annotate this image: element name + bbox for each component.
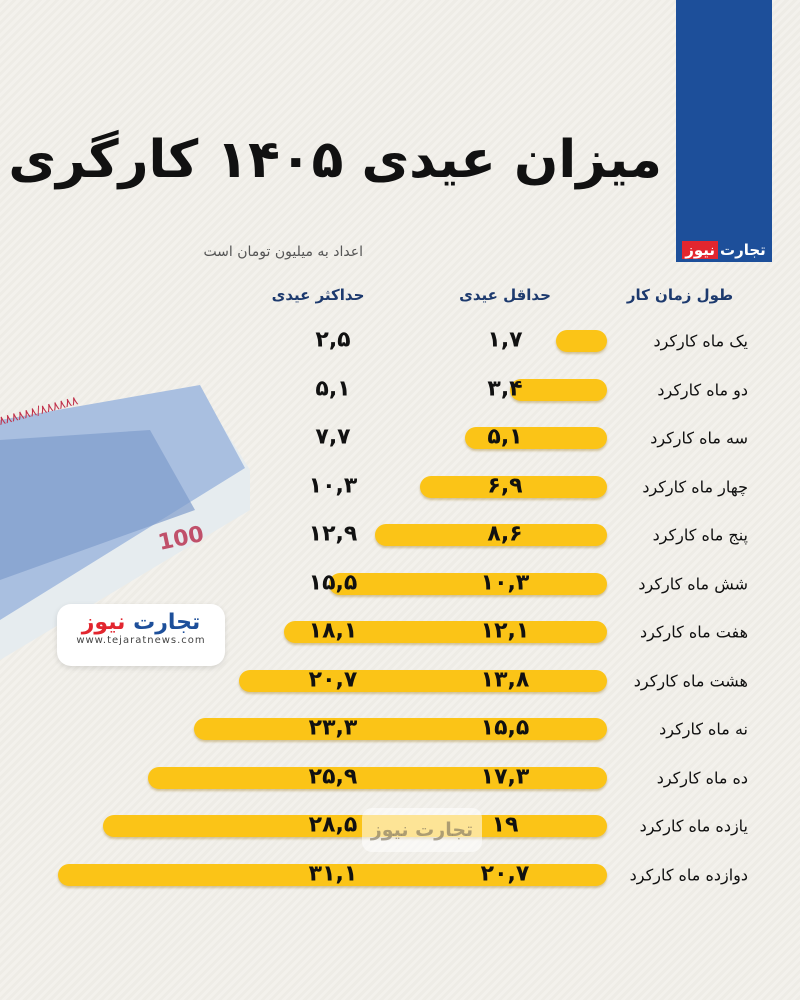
max-value: ۲۰,۷ bbox=[308, 666, 358, 692]
max-value: ۱۰,۳ bbox=[308, 472, 358, 498]
header-min: حداقل عیدی bbox=[459, 286, 551, 304]
brand-banner bbox=[676, 0, 772, 262]
bar bbox=[419, 475, 607, 498]
row-label: دوازده ماه کارکرد bbox=[629, 865, 748, 884]
max-value: ۱۸,۱ bbox=[308, 618, 358, 644]
banknote-stack-image: 100 ۸۸۸۸۸۸/۸۸۸۸۸۸ bbox=[0, 385, 250, 660]
row-label: چهار ماه کارکرد bbox=[642, 477, 748, 496]
brand-logo-card: تجارت نیوز www.tejaratnews.com bbox=[57, 604, 225, 666]
bar bbox=[465, 427, 607, 449]
brand-part1: تجارت bbox=[720, 241, 766, 259]
row-label: پنج ماه کارکرد bbox=[652, 525, 748, 545]
min-value: ۳,۴ bbox=[487, 375, 523, 401]
bar bbox=[193, 718, 607, 740]
min-value: ۱,۷ bbox=[487, 327, 523, 353]
bar bbox=[57, 863, 607, 886]
row-label: دو ماه کارکرد bbox=[657, 380, 748, 399]
max-value: ۲۳,۳ bbox=[308, 715, 358, 741]
logo-part2: نیوز bbox=[81, 610, 126, 635]
max-value: ۲۵,۹ bbox=[308, 763, 358, 789]
min-value: ۱۵,۵ bbox=[480, 715, 530, 741]
bar bbox=[329, 572, 607, 595]
page-title: میزان عیدی ۱۴۰۵ کارگری bbox=[8, 130, 663, 190]
bar bbox=[148, 766, 607, 789]
bar bbox=[238, 669, 607, 692]
header-duration: طول زمان کار bbox=[626, 286, 734, 304]
min-value: ۸,۶ bbox=[487, 521, 523, 547]
min-value: ۱۷,۳ bbox=[480, 763, 530, 789]
brand-logo: تجارت نیوز bbox=[676, 238, 772, 262]
min-value: ۶,۹ bbox=[487, 472, 523, 498]
min-value: ۱۲,۱ bbox=[480, 618, 530, 644]
min-value: ۵,۱ bbox=[487, 424, 523, 450]
min-value: ۱۹ bbox=[491, 812, 519, 838]
min-value: ۱۰,۳ bbox=[480, 569, 530, 595]
max-value: ۲,۵ bbox=[315, 327, 351, 353]
row-label: ده ماه کارکرد bbox=[656, 768, 748, 787]
bar bbox=[555, 330, 607, 352]
row-label: هشت ماه کارکرد bbox=[633, 671, 748, 690]
row-label: نه ماه کارکرد bbox=[659, 719, 748, 739]
min-value: ۲۰,۷ bbox=[480, 860, 530, 886]
max-value: ۱۵,۵ bbox=[308, 569, 358, 595]
row-label: شش ماه کارکرد bbox=[638, 574, 748, 593]
row-label: یازده ماه کارکرد bbox=[639, 816, 748, 836]
bar bbox=[510, 378, 607, 401]
bar bbox=[284, 621, 607, 643]
brand-part2: نیوز bbox=[682, 241, 718, 259]
max-value: ۳۱,۱ bbox=[308, 860, 358, 886]
watermark: تجارت نیوز bbox=[362, 808, 482, 852]
logo-part1: تجارت bbox=[133, 610, 201, 635]
row-label: سه ماه کارکرد bbox=[650, 428, 748, 448]
unit-note: اعداد به میلیون تومان است bbox=[203, 244, 363, 260]
brand-url: www.tejaratnews.com bbox=[76, 635, 206, 646]
max-value: ۲۸,۵ bbox=[308, 812, 358, 838]
max-value: ۵,۱ bbox=[315, 375, 351, 401]
row-label: هفت ماه کارکرد bbox=[639, 622, 748, 642]
header-max: حداکثر عیدی bbox=[271, 286, 365, 304]
max-value: ۷,۷ bbox=[315, 424, 351, 450]
min-value: ۱۳,۸ bbox=[480, 666, 530, 692]
row-label: یک ماه کارکرد bbox=[653, 331, 748, 351]
bar bbox=[374, 524, 607, 546]
max-value: ۱۲,۹ bbox=[308, 521, 358, 547]
